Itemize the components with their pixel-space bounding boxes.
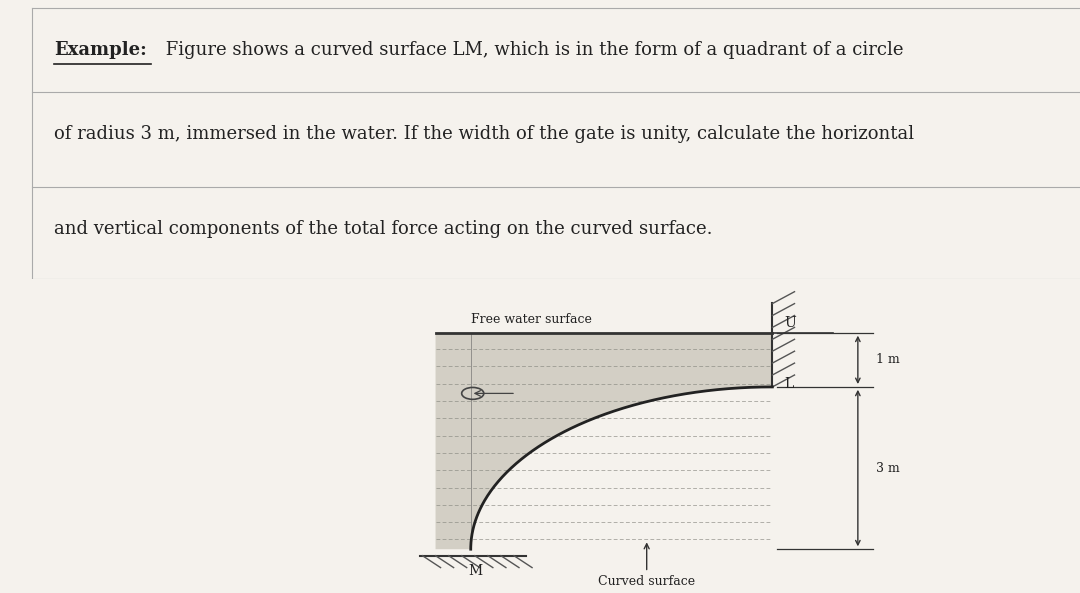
Text: 1 m: 1 m	[876, 353, 900, 366]
Text: 3 m: 3 m	[876, 461, 900, 474]
Text: Figure shows a curved surface LM, which is in the form of a quadrant of a circle: Figure shows a curved surface LM, which …	[160, 41, 903, 59]
Text: Curved surface: Curved surface	[598, 544, 696, 588]
Text: Free water surface: Free water surface	[471, 313, 592, 326]
Text: of radius 3 m, immersed in the water. If the width of the gate is unity, calcula: of radius 3 m, immersed in the water. If…	[54, 125, 914, 143]
Polygon shape	[435, 333, 772, 549]
Text: M: M	[469, 565, 483, 578]
Text: L: L	[784, 377, 794, 391]
Text: U: U	[784, 316, 796, 330]
Text: and vertical components of the total force acting on the curved surface.: and vertical components of the total for…	[54, 219, 713, 238]
Text: Example:: Example:	[54, 41, 147, 59]
